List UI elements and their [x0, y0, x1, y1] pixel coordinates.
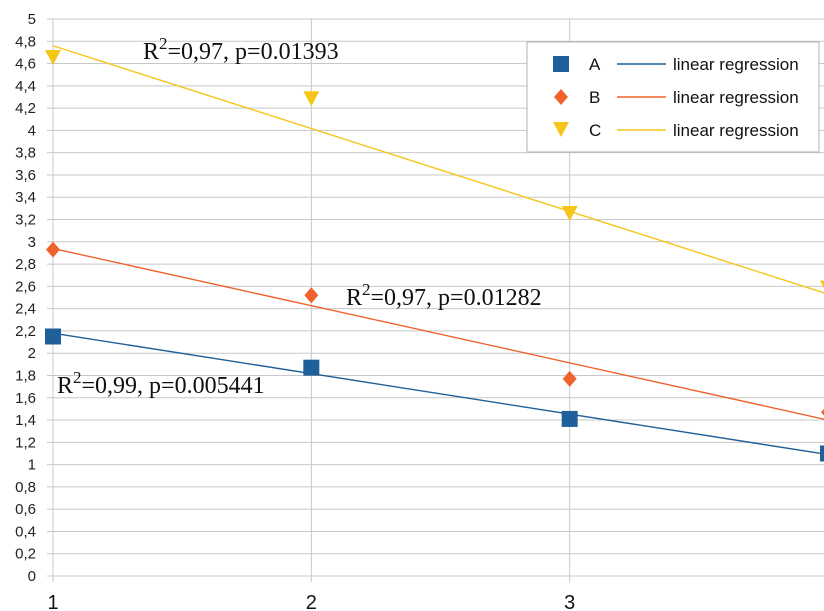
- y-tick-label: 1: [28, 457, 36, 474]
- y-axis-ticks: 0 0,2 0,4 0,6 0,8 1 1,2 1,4 1,6 1,8 2 2,2 2,4 2,6 2,8 3…: [15, 11, 36, 585]
- y-tick-label: 1,6: [15, 390, 36, 407]
- legend-label-b: B: [589, 88, 600, 107]
- y-tick-label: 0,8: [15, 479, 36, 496]
- trend-line-c: [52, 45, 824, 294]
- data-point-c: [820, 280, 824, 289]
- y-tick-label: 4,8: [15, 33, 36, 50]
- y-tick-label: 2,6: [15, 278, 36, 295]
- y-tick-label: 1,8: [15, 367, 36, 384]
- trend-line-b: [52, 247, 824, 420]
- y-tick-label: 0,2: [15, 546, 36, 563]
- data-point-a: [561, 410, 578, 427]
- legend-marker-c: [553, 122, 569, 137]
- y-tick-label: 3,8: [15, 145, 36, 162]
- y-tick-label: 2,4: [15, 301, 36, 318]
- data-point-b: [46, 241, 60, 258]
- trend-lines: [52, 45, 824, 455]
- y-tick-label: 4,6: [15, 56, 36, 73]
- y-tick-label: 4,4: [15, 78, 36, 95]
- y-tick-label: 3,4: [15, 189, 36, 206]
- y-tick-label: 2,2: [15, 323, 36, 340]
- data-point-a: [303, 359, 320, 376]
- data-point-a: [45, 328, 61, 345]
- x-axis-ticks: 1 2 3: [47, 592, 575, 611]
- y-tick-label: 3,2: [15, 212, 36, 229]
- annotation-a: R2=0,99, p=0.005441: [57, 368, 265, 399]
- data-point-b: [304, 287, 319, 304]
- legend-box: [526, 41, 820, 153]
- y-tick-label: 1,2: [15, 434, 36, 451]
- x-tick-label: 3: [564, 592, 575, 611]
- y-tick-label: 4: [28, 122, 36, 139]
- x-tick-label: 1: [47, 592, 58, 611]
- legend-trend-label-b: linear regression: [673, 88, 799, 107]
- legend-trend-label-a: linear regression: [673, 55, 799, 74]
- data-point-a: [820, 445, 824, 462]
- y-tick-label: 0,6: [15, 501, 36, 518]
- y-tick-label: 2: [28, 345, 36, 362]
- y-tick-label: 3,6: [15, 167, 36, 184]
- data-point-c: [45, 49, 61, 65]
- legend-label-a: A: [589, 55, 601, 74]
- legend-trend-label-c: linear regression: [673, 121, 799, 140]
- annotation-b: R2=0,97, p=0.01282: [346, 280, 542, 311]
- x-tick-label: 2: [306, 592, 317, 611]
- data-point-c: [561, 205, 578, 221]
- y-tick-label: 0,4: [15, 523, 36, 540]
- y-tick-label: 4,2: [15, 100, 36, 117]
- legend-marker-b: [554, 89, 568, 105]
- y-tick-label: 5: [28, 11, 36, 28]
- data-point-b: [562, 370, 577, 387]
- y-tick-label: 1,4: [15, 412, 36, 429]
- data-point-b: [821, 408, 824, 416]
- legend-marker-a: [553, 56, 569, 72]
- y-tick-label: 2,8: [15, 256, 36, 273]
- y-tick-label: 0: [28, 568, 36, 585]
- trend-line-a: [52, 332, 824, 455]
- data-point-c: [303, 91, 320, 107]
- y-tick-label: 3: [28, 234, 36, 251]
- annotation-c: R2=0,97, p=0.01393: [143, 34, 339, 65]
- legend-label-c: C: [589, 121, 601, 140]
- data-points: [45, 49, 824, 462]
